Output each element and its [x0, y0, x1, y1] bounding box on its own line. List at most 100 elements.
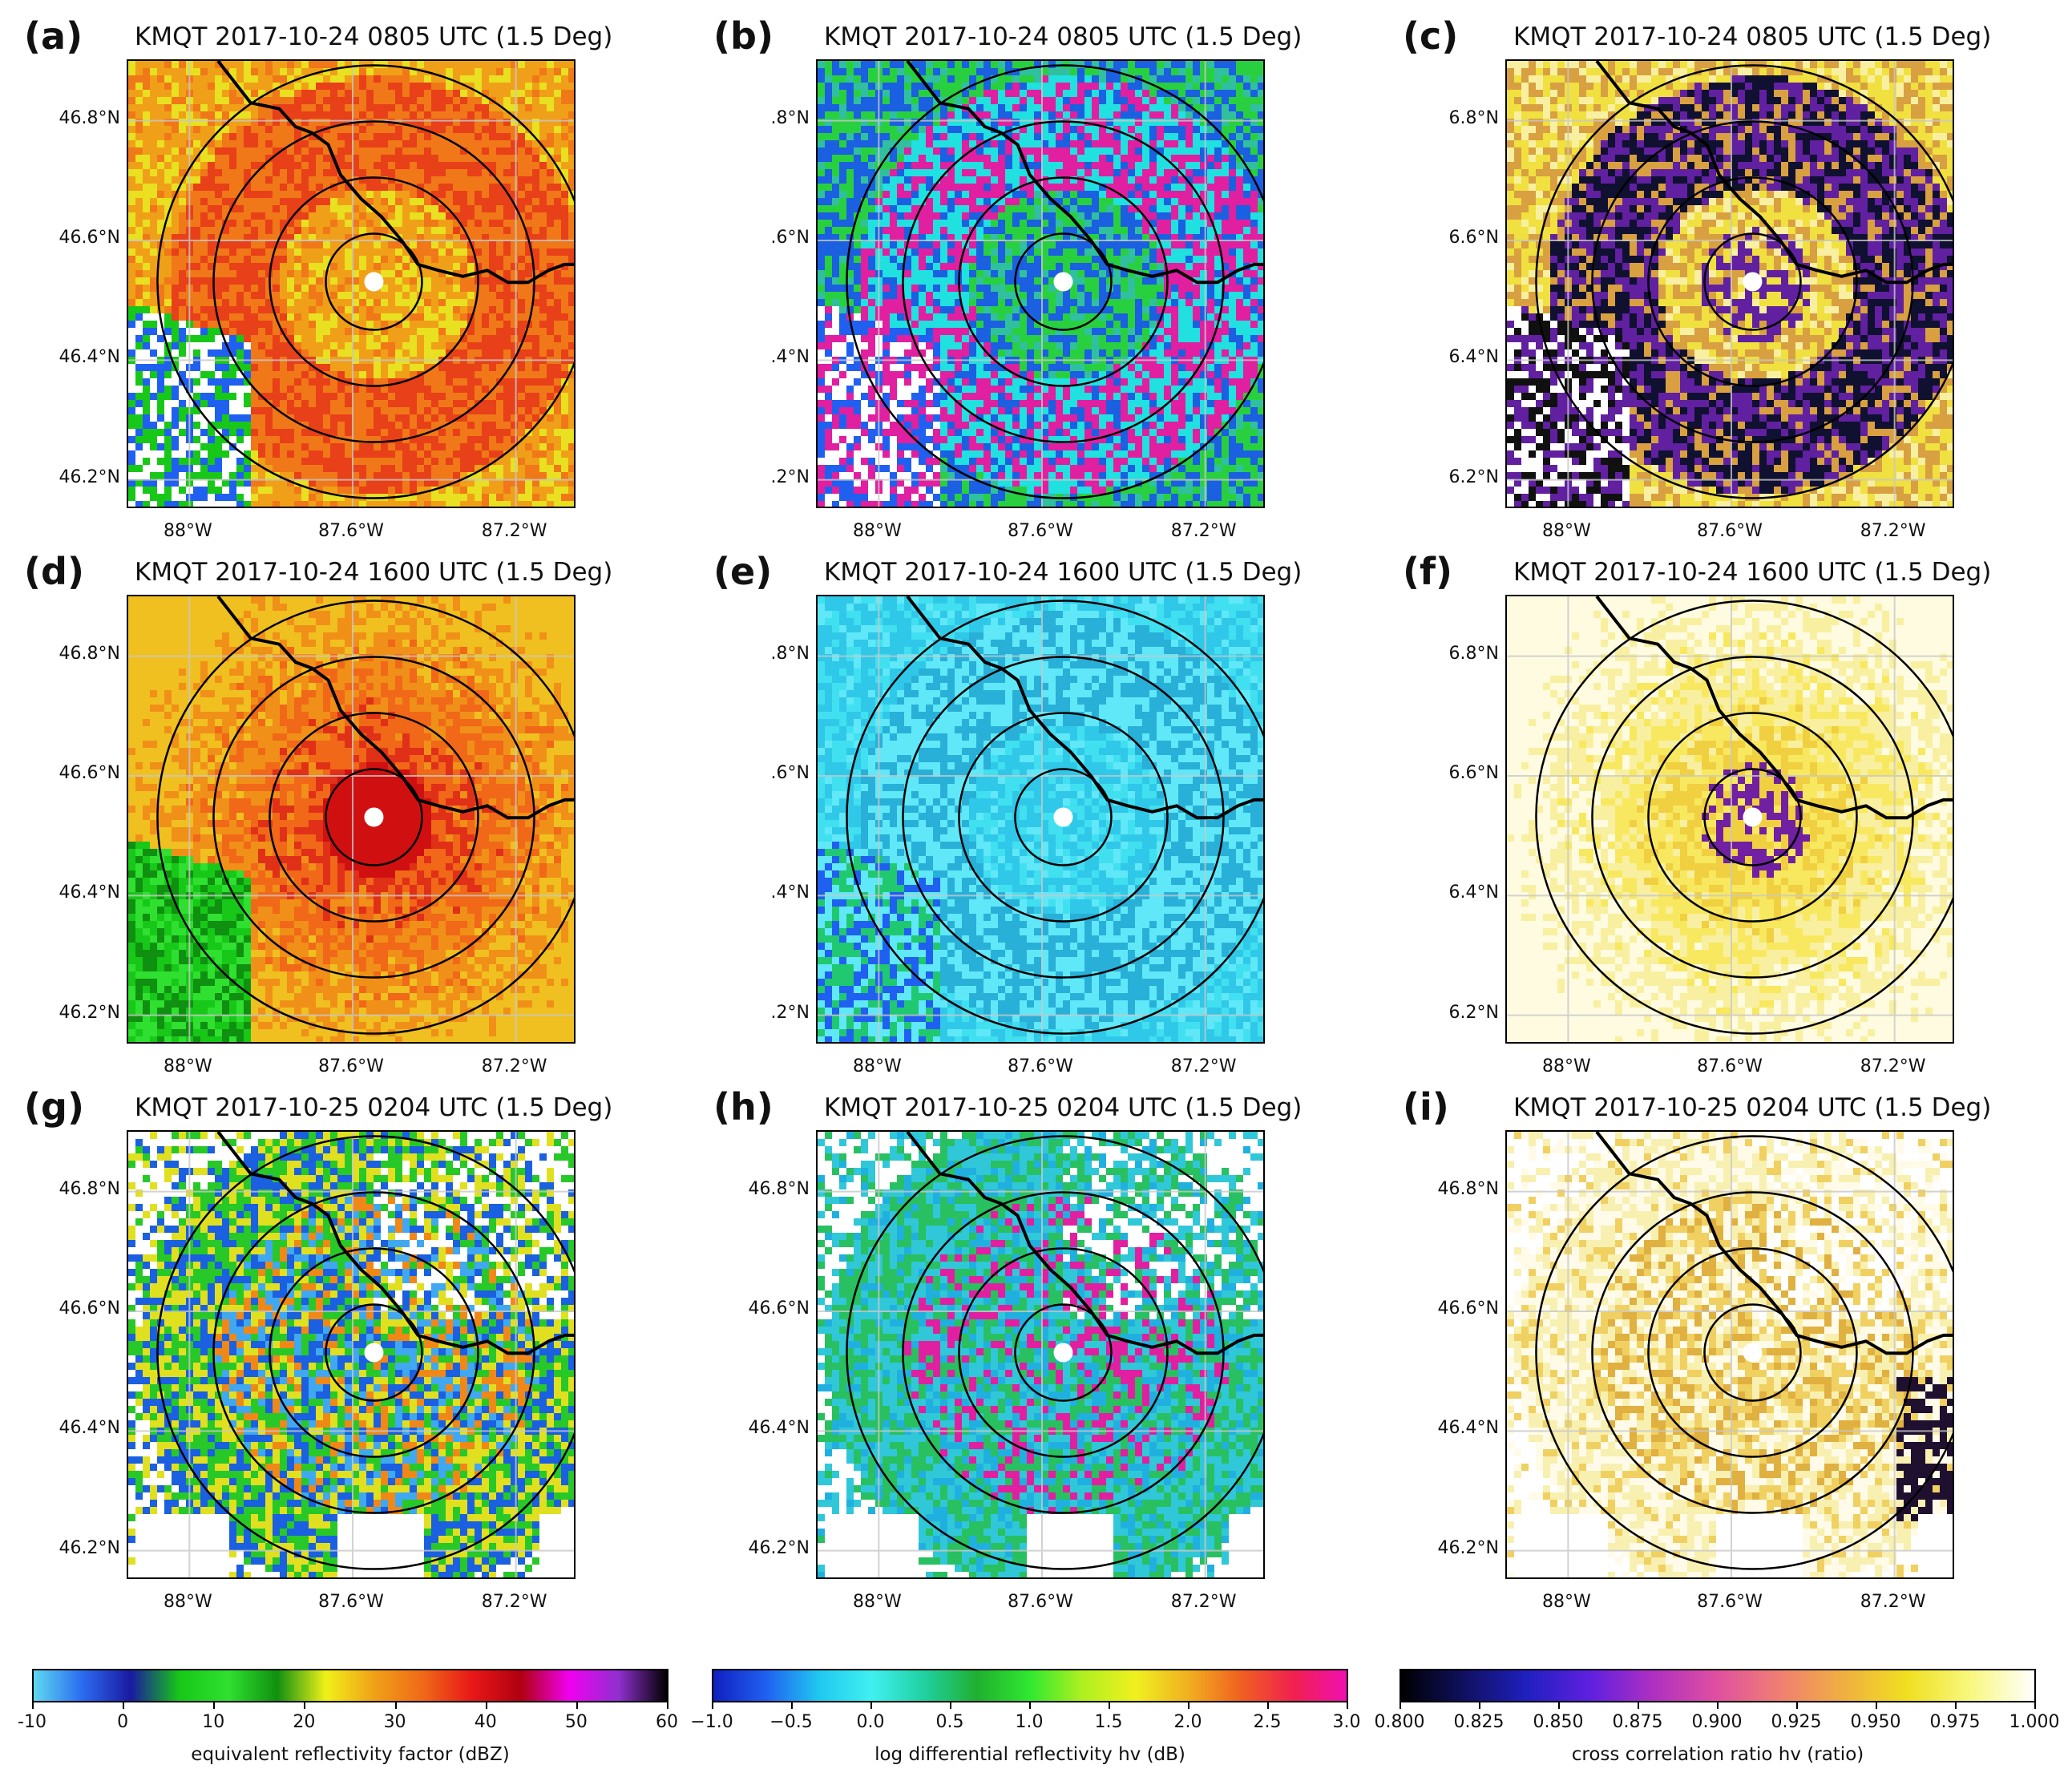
range-ring: [156, 600, 574, 1035]
panel-title: KMQT 2017-10-25 0204 UTC (1.5 Deg): [1513, 1093, 1991, 1122]
y-tick-label: 6.6°N: [1411, 228, 1499, 248]
radar-echo-field: [818, 1132, 1263, 1577]
range-ring: [1647, 712, 1858, 923]
colorbar-tick-mark: [1109, 1702, 1110, 1709]
colorbar-3: [1400, 1669, 2036, 1702]
colorbar-tick-mark: [1347, 1702, 1348, 1709]
x-tick-label: 88°W: [131, 1592, 244, 1612]
range-ring: [1703, 768, 1802, 866]
colorbar-tick-label: 0.850: [1518, 1712, 1598, 1732]
colorbar-tick-mark: [1558, 1702, 1560, 1709]
colorbar-tick-label: 0.875: [1597, 1712, 1678, 1732]
colorbar-tick-label: 30: [355, 1712, 435, 1732]
colorbar-tick-label: 0.950: [1836, 1712, 1916, 1732]
x-tick-label: 88°W: [821, 1592, 933, 1612]
graticule: [818, 596, 1263, 1042]
y-tick-label: 46.4°N: [1411, 1418, 1499, 1438]
graticule: [1507, 61, 1953, 507]
panel-i: (i) KMQT 2017-10-25 0204 UTC (1.5 Deg) 46.…: [1379, 1085, 2068, 1642]
colorbar-tick-mark: [1400, 1702, 1401, 1709]
panel-title: KMQT 2017-10-24 1600 UTC (1.5 Deg): [1513, 558, 1991, 587]
panel-label: (i): [1403, 1085, 1449, 1129]
y-tick-label: 46.8°N: [1411, 1179, 1499, 1199]
radar-site-marker: [1743, 272, 1763, 292]
colorbar-tick-mark: [1029, 1702, 1031, 1709]
colorbar-label: log differential reflectivity hv (dB): [712, 1744, 1348, 1765]
radar-ppi: [128, 596, 574, 1042]
radar-ppi: [128, 1132, 574, 1577]
panel-b: (b) KMQT 2017-10-24 0805 UTC (1.5 Deg) .8°…: [689, 14, 1379, 571]
range-ring: [958, 712, 1169, 923]
radar-ppi: [818, 61, 1263, 507]
x-tick-label: 88°W: [1510, 1592, 1622, 1612]
range-ring: [1014, 1303, 1113, 1402]
radar-echo-field: [128, 1132, 574, 1577]
colorbar-tick-mark: [1796, 1702, 1798, 1709]
coastline: [906, 61, 1263, 285]
radar-echo-field: [1507, 596, 1953, 1042]
colorbar-tick-label: −1.0: [672, 1712, 752, 1732]
range-ring: [212, 1191, 535, 1514]
x-tick-label: 88°W: [131, 521, 244, 541]
range-ring: [1535, 600, 1953, 1035]
colorbar-tick-mark: [32, 1702, 34, 1709]
range-ring: [1647, 1247, 1858, 1458]
panel-c: (c) KMQT 2017-10-24 0805 UTC (1.5 Deg) 6.8…: [1379, 14, 2068, 571]
colorbar-tick-mark: [1955, 1702, 1957, 1709]
colorbar-tick-mark: [1267, 1702, 1269, 1709]
range-ring: [325, 1303, 423, 1402]
colorbar-tick-mark: [304, 1702, 306, 1709]
colorbar-tick-label: 50: [536, 1712, 616, 1732]
panel-g: (g) KMQT 2017-10-25 0204 UTC (1.5 Deg) 46.…: [0, 1085, 689, 1642]
range-ring: [1535, 1135, 1953, 1570]
colorbar-tick-label: 0.800: [1359, 1712, 1440, 1732]
radar-ppi: [1507, 596, 1953, 1042]
x-tick-label: 88°W: [1510, 521, 1622, 541]
x-tick-label: 87.6°W: [984, 1056, 1097, 1076]
y-tick-label: 46.8°N: [32, 644, 120, 664]
radar-ppi: [1507, 61, 1953, 507]
panel-title: KMQT 2017-10-24 0805 UTC (1.5 Deg): [135, 22, 612, 51]
colorbar-tick-label: 1.0: [989, 1712, 1069, 1732]
panel-label: (f): [1403, 550, 1452, 593]
coastline: [216, 1132, 574, 1355]
coastline: [906, 596, 1263, 820]
colorbar-tick-mark: [576, 1702, 578, 1709]
panel-d: (d) KMQT 2017-10-24 1600 UTC (1.5 Deg) 46.…: [0, 550, 689, 1106]
radar-site-marker: [1053, 807, 1073, 827]
range-ring: [212, 656, 535, 979]
x-tick-label: 88°W: [131, 1056, 244, 1076]
radar-map: [1505, 59, 1954, 508]
panel-title: KMQT 2017-10-25 0204 UTC (1.5 Deg): [824, 1093, 1302, 1122]
y-tick-label: 6.2°N: [1411, 467, 1499, 487]
panel-title: KMQT 2017-10-24 1600 UTC (1.5 Deg): [135, 558, 612, 587]
radar-map: [127, 59, 576, 508]
y-tick-label: 46.2°N: [32, 467, 120, 487]
y-tick-label: 46.6°N: [32, 1298, 120, 1319]
panel-label: (e): [713, 550, 772, 593]
range-ring: [958, 176, 1169, 387]
radar-map: [127, 595, 576, 1044]
colorbar-tick-mark: [394, 1702, 397, 1709]
range-ring: [846, 600, 1263, 1035]
range-ring: [846, 1135, 1263, 1570]
range-ring: [156, 1135, 574, 1570]
radar-ppi: [818, 1132, 1263, 1577]
y-tick-label: 6.8°N: [1411, 644, 1499, 664]
range-ring: [325, 768, 423, 866]
range-ring: [846, 64, 1263, 499]
colorbar-tick-mark: [1717, 1702, 1719, 1709]
panel-title: KMQT 2017-10-24 0805 UTC (1.5 Deg): [824, 22, 1302, 51]
y-tick-label: 46.2°N: [1411, 1538, 1499, 1558]
colorbar-tick-label: 10: [173, 1712, 253, 1732]
y-tick-label: 46.4°N: [721, 1418, 810, 1438]
radar-map: [816, 1130, 1265, 1579]
range-ring: [1703, 232, 1802, 331]
colorbar-tick-mark: [950, 1702, 951, 1709]
graticule: [128, 61, 574, 507]
radar-echo-field: [128, 61, 574, 507]
graticule: [128, 596, 574, 1042]
colorbar-tick-label: 0.0: [830, 1712, 911, 1732]
x-tick-label: 87.6°W: [295, 1056, 407, 1076]
colorbar-tick-mark: [2034, 1702, 2036, 1709]
